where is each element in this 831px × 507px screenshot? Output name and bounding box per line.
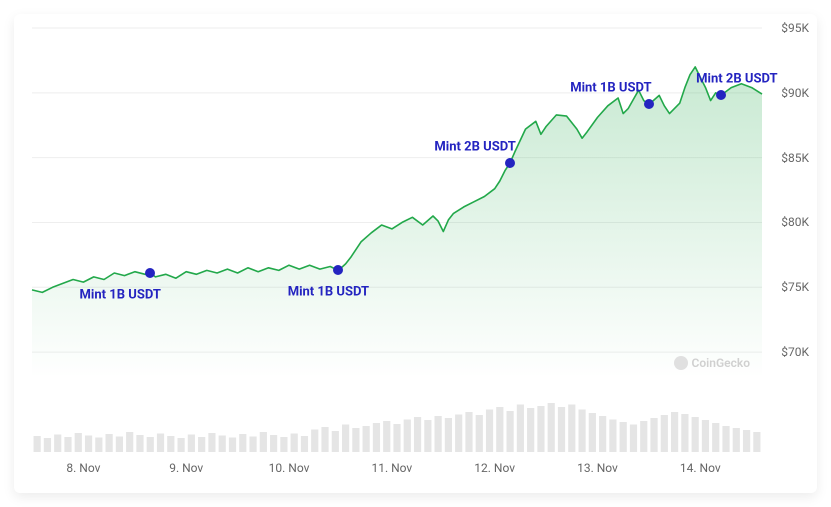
- y-tick-label: $80K: [781, 215, 809, 229]
- x-tick-label: 14. Nov: [680, 461, 721, 475]
- watermark-text: CoinGecko: [692, 356, 750, 370]
- x-axis: 8. Nov 9. Nov 10. Nov 11. Nov 12. Nov 13. Nov…: [32, 461, 762, 479]
- x-tick-label: 10. Nov: [269, 461, 310, 475]
- volume-area: [32, 402, 762, 452]
- y-tick-label: $90K: [781, 86, 809, 100]
- x-tick-label: 13. Nov: [577, 461, 618, 475]
- plot-area: CoinGecko Mint 1B USDTMint 1B USDTMint 2…: [32, 28, 762, 378]
- y-tick-label: $75K: [781, 280, 809, 294]
- y-tick-label: $70K: [781, 345, 809, 359]
- mint-event-marker: [716, 90, 726, 100]
- y-tick-label: $95K: [781, 21, 809, 35]
- y-tick-label: $85K: [781, 151, 809, 165]
- x-tick-label: 11. Nov: [371, 461, 412, 475]
- mint-event-marker: [644, 99, 654, 109]
- x-tick-label: 8. Nov: [66, 461, 100, 475]
- x-tick-label: 12. Nov: [474, 461, 515, 475]
- mint-event-marker: [333, 265, 343, 275]
- mint-event-marker: [505, 158, 515, 168]
- x-tick-label: 9. Nov: [169, 461, 203, 475]
- mint-event-marker: [145, 268, 155, 278]
- watermark: CoinGecko: [674, 356, 750, 370]
- volume-bars-svg: [32, 402, 762, 452]
- coingecko-icon: [674, 356, 688, 370]
- price-chart-panel: CoinGecko Mint 1B USDTMint 1B USDTMint 2…: [14, 14, 817, 493]
- line-chart-svg: [32, 28, 762, 378]
